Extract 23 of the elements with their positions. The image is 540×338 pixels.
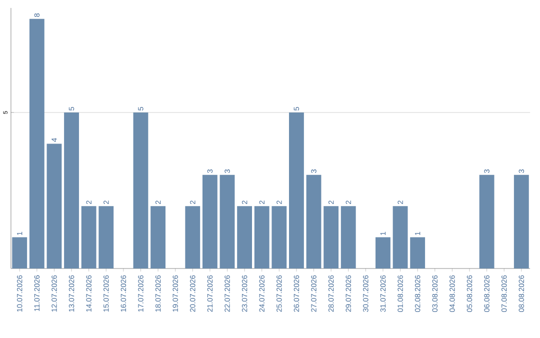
bar: [98, 206, 114, 268]
bar: [289, 112, 304, 268]
bar: [306, 174, 322, 268]
bar: [220, 174, 235, 268]
bar: [29, 18, 44, 268]
bar: [340, 206, 356, 268]
bar: [324, 206, 339, 268]
bar: [392, 206, 408, 268]
bar: [237, 206, 252, 268]
bar: [272, 206, 287, 268]
bar: [133, 112, 148, 268]
bar: [64, 112, 79, 268]
bar: [479, 174, 494, 268]
bar: [185, 206, 200, 268]
bar: [202, 174, 218, 268]
bar: [46, 144, 62, 268]
bar: [254, 206, 270, 268]
bar: [12, 237, 28, 268]
bar: [410, 237, 426, 268]
bar: [514, 174, 529, 268]
bar: [376, 237, 390, 268]
bar: [150, 206, 166, 268]
bar: [81, 206, 96, 268]
